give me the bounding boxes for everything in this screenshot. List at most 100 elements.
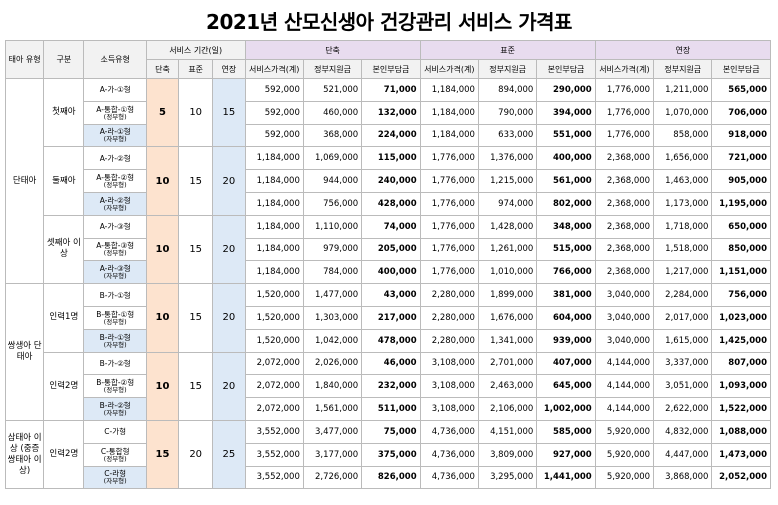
price-cell: 3,177,000: [302, 442, 363, 467]
price-cell: 3,108,000: [419, 374, 479, 399]
price-cell: 240,000: [361, 169, 421, 193]
title: 2021년 산모신생아 건강관리 서비스 가격표: [206, 10, 572, 34]
income-cell: C-통합형 (정부형): [83, 442, 147, 467]
price-cell: 1,776,000: [419, 214, 479, 239]
division-cell: 인력2명: [43, 351, 85, 421]
head-cell: 서비스가격(계): [594, 59, 655, 79]
price-cell: 3,040,000: [594, 283, 655, 307]
price-cell: 3,552,000: [244, 442, 304, 467]
price-cell: 721,000: [711, 146, 771, 171]
price-cell: 400,000: [361, 260, 421, 285]
income-label: A-통합-③형: [96, 241, 135, 251]
division-cell: 둘째아: [43, 146, 85, 216]
price-cell: 551,000: [536, 123, 596, 148]
price-cell: 1,676,000: [477, 305, 538, 330]
price-cell: 1,173,000: [653, 191, 713, 216]
price-cell: 46,000: [361, 351, 421, 376]
price-cell: 1,522,000: [711, 397, 771, 421]
head-cell: 연장: [212, 59, 246, 79]
income-label: C-통합형: [100, 446, 130, 456]
price-cell: 205,000: [361, 237, 421, 262]
price-cell: 2,072,000: [244, 351, 304, 376]
head-cell: 본인부담금: [711, 59, 771, 79]
price-cell: 2,017,000: [653, 305, 713, 330]
price-cell: 368,000: [302, 123, 363, 148]
price-cell: 478,000: [361, 328, 421, 353]
type-cell: 단태아: [4, 77, 45, 285]
table-row: C-통합형 (정부형) 3,552,000 3,177,000 375,000 4,736…: [6, 442, 771, 467]
income-label: A-통합-②형: [96, 173, 135, 183]
price-cell: 807,000: [711, 351, 771, 376]
period-cell: 15: [178, 351, 214, 421]
table-row: B-라-①형 (자부형) 1,520,000 1,042,000 478,000 2,28…: [6, 328, 771, 353]
period-cell: 20: [178, 419, 214, 490]
price-cell: 927,000: [536, 442, 596, 467]
head-cell: 정부지원금: [477, 59, 538, 79]
price-cell: 1,093,000: [711, 374, 771, 399]
income-label: A-가-①형: [99, 85, 131, 95]
price-cell: 1,184,000: [244, 191, 304, 216]
head-cell: 태아 유형: [4, 40, 45, 79]
income-label: A-가-③형: [99, 222, 131, 232]
income-sub: (자부형): [103, 477, 127, 486]
price-cell: 756,000: [711, 283, 771, 307]
table-body: 단태아 첫째아 A-가-①형 5 10 15 592,000 521,000 71,000 1,1…: [4, 77, 771, 490]
price-cell: 4,736,000: [419, 465, 479, 490]
table-row: A-통합-①형 (정부형) 592,000 460,000 132,000 1,184,0…: [6, 100, 771, 125]
price-cell: 1,518,000: [653, 237, 713, 262]
price-cell: 3,552,000: [244, 465, 304, 490]
price-cell: 5,920,000: [594, 419, 655, 444]
income-sub: (정부형): [103, 317, 127, 326]
price-cell: 5,920,000: [594, 465, 655, 490]
price-cell: 944,000: [302, 169, 363, 193]
income-sub: (정부형): [103, 249, 127, 258]
head-cell: 서비스 기간(일): [145, 40, 246, 60]
price-cell: 1,215,000: [477, 169, 538, 193]
table-row: C-라형 (자부형) 3,552,000 2,726,000 826,000 4,736,…: [6, 465, 771, 490]
income-cell: A-라-③형 (자부형): [83, 260, 147, 285]
period-cell: 15: [178, 146, 214, 216]
price-cell: 521,000: [302, 78, 363, 102]
table-row: 둘째아 A-가-②형 10 15 20 1,184,000 1,069,000 115,000…: [6, 146, 771, 216]
price-cell: 1,184,000: [419, 78, 479, 102]
head-cell: 표준: [178, 59, 214, 79]
price-cell: 515,000: [536, 237, 596, 262]
price-cell: 3,051,000: [653, 374, 713, 399]
price-cell: 766,000: [536, 260, 596, 285]
period-cell: 25: [212, 419, 246, 490]
price-cell: 1,776,000: [419, 146, 479, 171]
period-cell: 10: [178, 77, 214, 148]
period-cell: 10: [145, 146, 180, 216]
price-cell: 1,718,000: [653, 214, 713, 239]
income-cell: B-가-②형: [83, 351, 147, 376]
head-cell: 정부지원금: [653, 59, 713, 79]
price-cell: 2,368,000: [594, 214, 655, 239]
income-cell: C-가형: [83, 419, 147, 444]
income-label: B-통합-①형: [96, 309, 135, 319]
price-cell: 1,899,000: [477, 283, 538, 307]
income-cell: B-통합-②형 (정부형): [83, 374, 147, 399]
income-cell: B-라-②형 (자부형): [83, 397, 147, 421]
price-cell: 1,376,000: [477, 146, 538, 171]
price-cell: 1,110,000: [302, 214, 363, 239]
price-cell: 3,809,000: [477, 442, 538, 467]
price-cell: 1,477,000: [302, 283, 363, 307]
table-row: 셋째아 이상 A-가-③형 10 15 20 1,184,000 1,110,000 74,0…: [6, 214, 771, 285]
price-cell: 1,303,000: [302, 305, 363, 330]
price-cell: 790,000: [477, 100, 538, 125]
price-cell: 381,000: [536, 283, 596, 307]
price-cell: 400,000: [536, 146, 596, 171]
price-cell: 1,561,000: [302, 397, 363, 421]
price-cell: 2,106,000: [477, 397, 538, 421]
period-cell: 15: [145, 419, 180, 490]
income-label: A-라-②형: [99, 195, 131, 205]
price-cell: 1,425,000: [711, 328, 771, 353]
income-cell: B-가-①형: [83, 283, 147, 307]
price-cell: 939,000: [536, 328, 596, 353]
price-cell: 132,000: [361, 100, 421, 125]
price-cell: 5,920,000: [594, 442, 655, 467]
price-cell: 1,776,000: [419, 237, 479, 262]
price-cell: 2,368,000: [594, 191, 655, 216]
price-cell: 1,184,000: [419, 123, 479, 148]
income-sub: (정부형): [103, 181, 127, 190]
